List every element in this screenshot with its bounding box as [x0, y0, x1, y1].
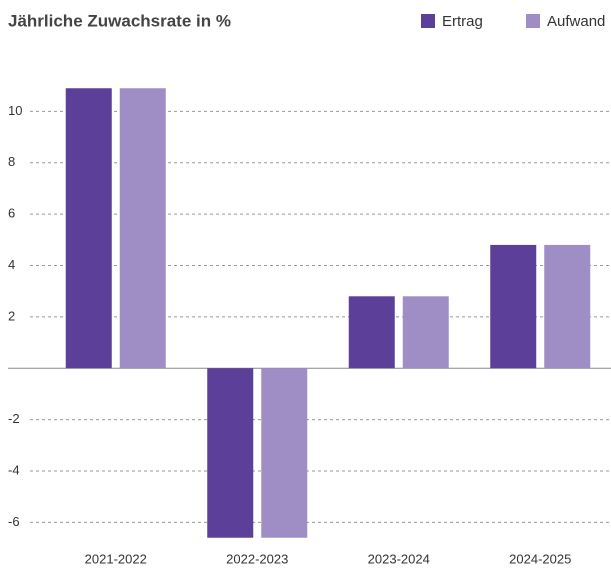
legend-swatch [526, 14, 540, 28]
y-tick-label: 6 [8, 206, 15, 221]
y-tick-label: 4 [8, 257, 15, 272]
legend-swatch [421, 14, 435, 28]
y-tick-label: -2 [8, 411, 20, 426]
legend-label: Ertrag [442, 13, 483, 30]
bar [119, 88, 166, 369]
bar [490, 244, 537, 369]
y-tick-label: -6 [8, 514, 20, 529]
bar [348, 296, 395, 369]
y-tick-label: 10 [8, 103, 22, 118]
x-tick-label: 2024-2025 [509, 551, 571, 566]
legend-label: Aufwand [547, 13, 605, 30]
x-tick-label: 2022-2023 [226, 551, 288, 566]
y-tick-label: 2 [8, 308, 15, 323]
y-tick-label: 8 [8, 154, 15, 169]
bar [402, 296, 449, 369]
x-tick-label: 2023-2024 [368, 551, 430, 566]
bar [207, 368, 254, 538]
x-tick-label: 2021-2022 [85, 551, 147, 566]
bar [261, 368, 308, 538]
bar [544, 244, 591, 369]
chart-title: Jährliche Zuwachsrate in % [8, 11, 231, 30]
bar [65, 88, 112, 369]
y-tick-label: -4 [8, 462, 20, 477]
